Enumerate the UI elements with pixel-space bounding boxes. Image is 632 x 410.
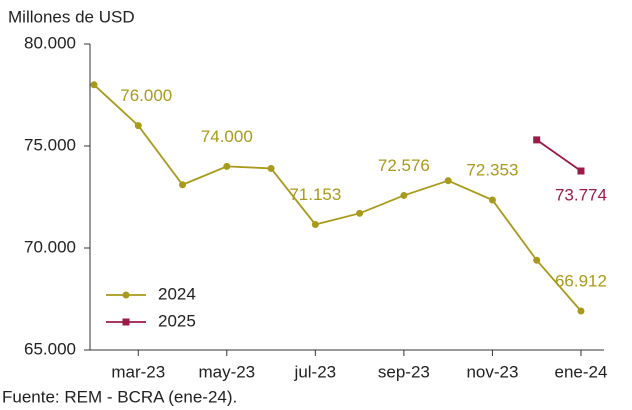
data-label: 72.576: [378, 156, 430, 175]
point: [533, 256, 541, 264]
point: [488, 196, 496, 204]
y-tick-label: 65.000: [24, 339, 76, 358]
point: [223, 162, 231, 170]
y-tick-label: 80.000: [24, 33, 76, 52]
y-tick-label: 75.000: [24, 135, 76, 154]
point: [179, 181, 187, 189]
point: [577, 307, 585, 315]
point: [533, 136, 541, 144]
x-tick-label: mar-23: [111, 362, 165, 381]
point: [356, 209, 364, 217]
data-label: 73.774: [555, 185, 607, 204]
point: [134, 122, 142, 130]
legend-marker: [122, 291, 130, 299]
x-tick-label: sep-23: [378, 362, 430, 381]
point: [577, 167, 585, 175]
data-label: 74.000: [201, 127, 253, 146]
point: [400, 191, 408, 199]
x-tick-label: ene-24: [555, 362, 608, 381]
series-line: [93, 84, 582, 312]
data-label: 66.912: [555, 271, 607, 290]
data-label: 72.353: [466, 160, 518, 179]
point: [267, 164, 275, 172]
y-tick-label: 70.000: [24, 237, 76, 256]
x-tick-label: may-23: [198, 362, 255, 381]
source-note: Fuente: REM - BCRA (ene-24).: [2, 387, 237, 406]
point: [444, 177, 452, 185]
x-tick-label: jul-23: [294, 362, 337, 381]
data-label: 71.153: [289, 185, 341, 204]
legend-label: 2024: [158, 284, 196, 303]
legend-marker: [122, 318, 130, 326]
x-tick-label: nov-23: [466, 362, 518, 381]
y-axis-label: Millones de USD: [8, 7, 135, 26]
series-line: [536, 139, 582, 172]
data-label: 76.000: [120, 86, 172, 105]
point: [90, 81, 98, 89]
legend-label: 2025: [158, 311, 196, 330]
point: [311, 220, 319, 228]
